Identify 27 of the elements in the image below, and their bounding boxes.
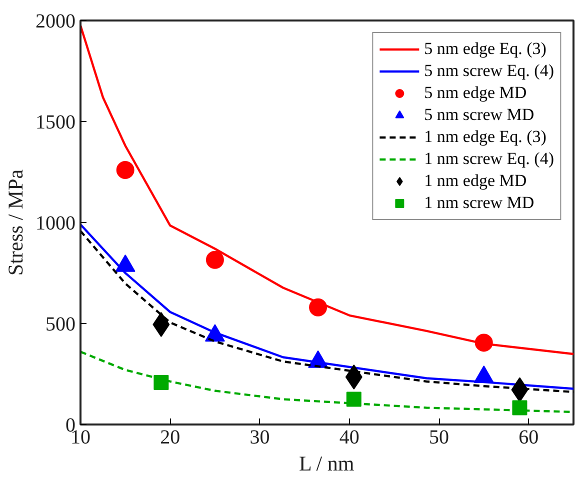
x-tick-label: 60 (518, 426, 539, 448)
y-tick-label: 2000 (36, 10, 76, 32)
point (474, 334, 493, 352)
point (512, 400, 528, 416)
legend-label: 5 nm edge MD (424, 83, 527, 103)
x-tick-label: 20 (160, 426, 180, 448)
point (206, 250, 224, 269)
point (346, 392, 362, 407)
point (116, 160, 134, 179)
line-series (80, 24, 574, 356)
x-tick-label: 40 (339, 426, 360, 448)
y-tick-label: 500 (46, 314, 76, 336)
legend-label: 5 nm screw Eq. (4) (424, 61, 554, 81)
legend-label: 1 nm edge Eq. (3) (424, 127, 546, 147)
point (154, 374, 169, 390)
y-tick-label: 1500 (36, 112, 76, 134)
legend-label: 1 nm screw MD (424, 193, 534, 213)
x-axis-title: L / nm (299, 452, 354, 476)
y-tick-label: 1000 (36, 212, 76, 234)
x-tick-label: 50 (429, 426, 450, 448)
point (309, 298, 328, 316)
legend-label: 5 nm screw MD (424, 105, 534, 125)
x-tick-label: 30 (250, 426, 270, 448)
legend-label: 1 nm edge MD (424, 171, 527, 191)
legend-label: 1 nm screw Eq. (4) (424, 149, 554, 169)
legend-label: 5 nm edge Eq. (3) (424, 39, 546, 59)
y-axis-title: Stress / MPa (4, 168, 28, 276)
